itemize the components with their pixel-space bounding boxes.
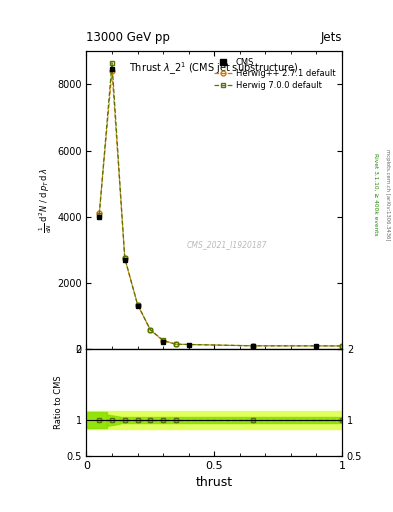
Text: 13000 GeV pp: 13000 GeV pp: [86, 31, 170, 44]
Text: CMS_2021_I1920187: CMS_2021_I1920187: [187, 241, 267, 249]
Y-axis label: $\frac{1}{\mathrm{d}N}$ $\mathrm{d}^2N$ / $\mathrm{d}\,p_T\,\mathrm{d}\,\lambda$: $\frac{1}{\mathrm{d}N}$ $\mathrm{d}^2N$ …: [38, 167, 54, 233]
Text: Thrust $\lambda\_2^1$ (CMS jet substructure): Thrust $\lambda\_2^1$ (CMS jet substruct…: [129, 60, 299, 77]
X-axis label: thrust: thrust: [196, 476, 233, 489]
Legend: CMS, Herwig++ 2.7.1 default, Herwig 7.0.0 default: CMS, Herwig++ 2.7.1 default, Herwig 7.0.…: [211, 55, 338, 92]
Y-axis label: Ratio to CMS: Ratio to CMS: [55, 376, 63, 429]
Text: Rivet 3.1.10, ≥ 400k events: Rivet 3.1.10, ≥ 400k events: [373, 153, 378, 236]
Text: Jets: Jets: [320, 31, 342, 44]
Text: mcplots.cern.ch [arXiv:1306.3436]: mcplots.cern.ch [arXiv:1306.3436]: [385, 149, 389, 240]
